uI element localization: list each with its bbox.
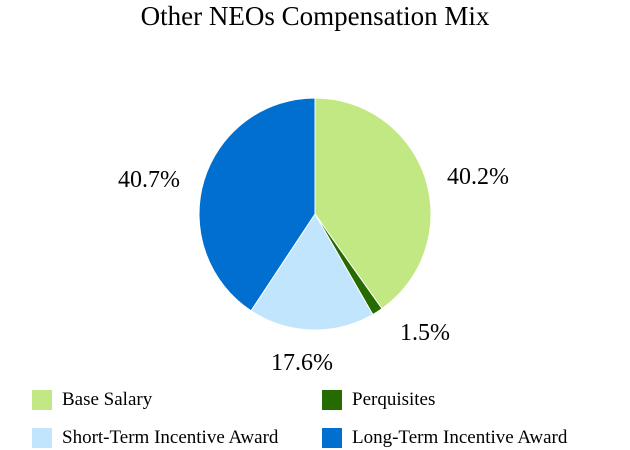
legend-swatch bbox=[32, 390, 52, 410]
slice-label-long-term-incentive-award: 40.7% bbox=[118, 167, 180, 193]
pie-slices bbox=[198, 97, 432, 331]
slice-label-base-salary: 40.2% bbox=[447, 164, 509, 190]
legend-label: Perquisites bbox=[352, 389, 436, 410]
pie-slice-base-salary bbox=[314, 97, 432, 310]
legend-label: Short-Term Incentive Award bbox=[62, 427, 279, 448]
slice-label-short-term-incentive-award: 17.6% bbox=[271, 350, 333, 376]
legend-item-base-salary: Base Salary bbox=[32, 388, 152, 412]
legend-swatch bbox=[322, 428, 342, 448]
legend-item-short-term-incentive-award: Short-Term Incentive Award bbox=[32, 426, 278, 450]
legend-label: Long-Term Incentive Award bbox=[352, 427, 568, 448]
legend-label: Base Salary bbox=[62, 389, 153, 410]
legend-swatch bbox=[322, 390, 342, 410]
legend-item-long-term-incentive-award: Long-Term Incentive Award bbox=[322, 426, 567, 450]
legend-item-perquisites: Perquisites bbox=[322, 388, 435, 412]
slice-label-perquisites: 1.5% bbox=[400, 320, 450, 346]
pie-slice-short-term-incentive-award bbox=[250, 213, 374, 331]
legend-swatch bbox=[32, 428, 52, 448]
pie-labels: 40.2% 1.5% 17.6% 40.7% bbox=[118, 164, 509, 376]
pie-slice-long-term-incentive-award bbox=[198, 97, 316, 312]
chart-title: Other NEOs Compensation Mix bbox=[140, 1, 490, 31]
